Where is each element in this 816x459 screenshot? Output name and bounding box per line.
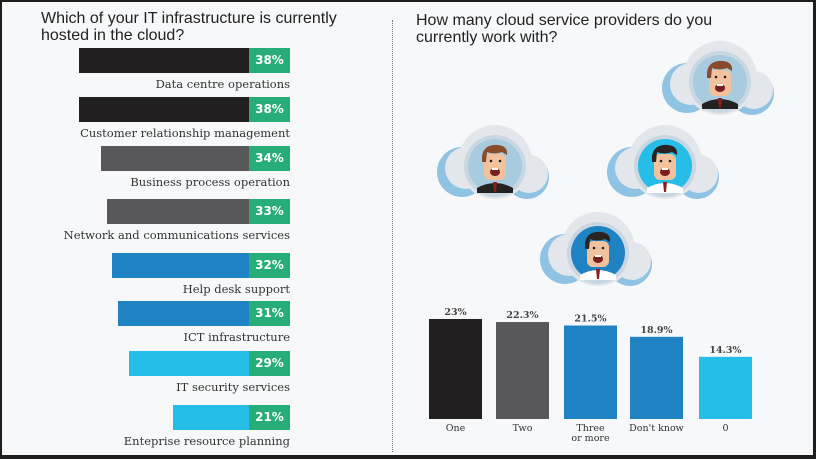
vbar-category-label: 0 — [722, 423, 728, 434]
hbar-category-label: Business process operation — [130, 175, 290, 189]
hbar-category-label: IT security services — [176, 380, 290, 394]
vbar-value-label: 21.5% — [574, 314, 606, 325]
cloud-avatar-icon — [437, 125, 549, 199]
hbar-category-label: Network and communications services — [63, 228, 290, 242]
vbar-value-label: 22.3% — [506, 310, 538, 321]
hbar-category-label: Enteprise resource planning — [123, 434, 290, 448]
hbar-category-label: ICT infrastructure — [183, 330, 290, 344]
vbar — [429, 319, 482, 419]
cloud-avatar-icon — [540, 212, 652, 286]
hbar: 21% — [173, 405, 290, 430]
hbar-category-label: Help desk support — [182, 282, 290, 296]
vbar-category-label: Two — [513, 423, 533, 434]
hbar-fill — [173, 405, 249, 430]
left-chart-title: Which of your IT infrastructure is curre… — [41, 10, 337, 44]
hbar-value-label: 38% — [248, 97, 290, 122]
vbar-value-label: 18.9% — [640, 325, 672, 336]
hbar-fill — [106, 199, 249, 224]
hbar-value-label: 38% — [248, 48, 290, 73]
vbar-value-label: 14.3% — [709, 345, 741, 356]
hbar-value-label: 33% — [248, 199, 290, 224]
vbar — [564, 325, 617, 419]
vbar — [630, 336, 683, 419]
hbar: 38% — [79, 97, 290, 122]
vbar-category-label: Three — [576, 423, 605, 434]
hbar-value-label: 32% — [248, 253, 290, 278]
hbar-fill — [112, 253, 249, 278]
hbar: 38% — [79, 48, 290, 73]
hbar-fill — [101, 146, 249, 171]
vbar-category-label: Don't know — [629, 423, 684, 434]
vbar-category-label: One — [446, 423, 466, 434]
hbar: 31% — [117, 301, 290, 326]
hbar-fill — [79, 97, 249, 122]
hbar-category-label: Data centre operations — [155, 77, 290, 91]
hbar-category-label: Customer relationship management — [80, 126, 290, 140]
cloud-avatar-icon — [607, 125, 719, 199]
hbar-value-label: 21% — [248, 405, 290, 430]
panel-divider — [392, 20, 393, 452]
hbar-value-label: 31% — [248, 301, 290, 326]
hbar: 33% — [106, 199, 290, 224]
vbar — [496, 322, 549, 419]
hbar-fill — [79, 48, 249, 73]
hbar-value-label: 34% — [248, 146, 290, 171]
vbar-value-label: 23% — [444, 307, 466, 318]
hbar: 29% — [129, 351, 290, 376]
hbar: 34% — [101, 146, 290, 171]
hbar-fill — [117, 301, 249, 326]
hbar-fill — [129, 351, 249, 376]
right-chart-title: How many cloud service providers do you … — [416, 12, 713, 46]
vbar — [699, 356, 752, 419]
vbar-category-label: or more — [571, 433, 610, 444]
hbar-value-label: 29% — [248, 351, 290, 376]
cloud-avatar-icon — [662, 41, 774, 115]
hbar: 32% — [112, 253, 290, 278]
